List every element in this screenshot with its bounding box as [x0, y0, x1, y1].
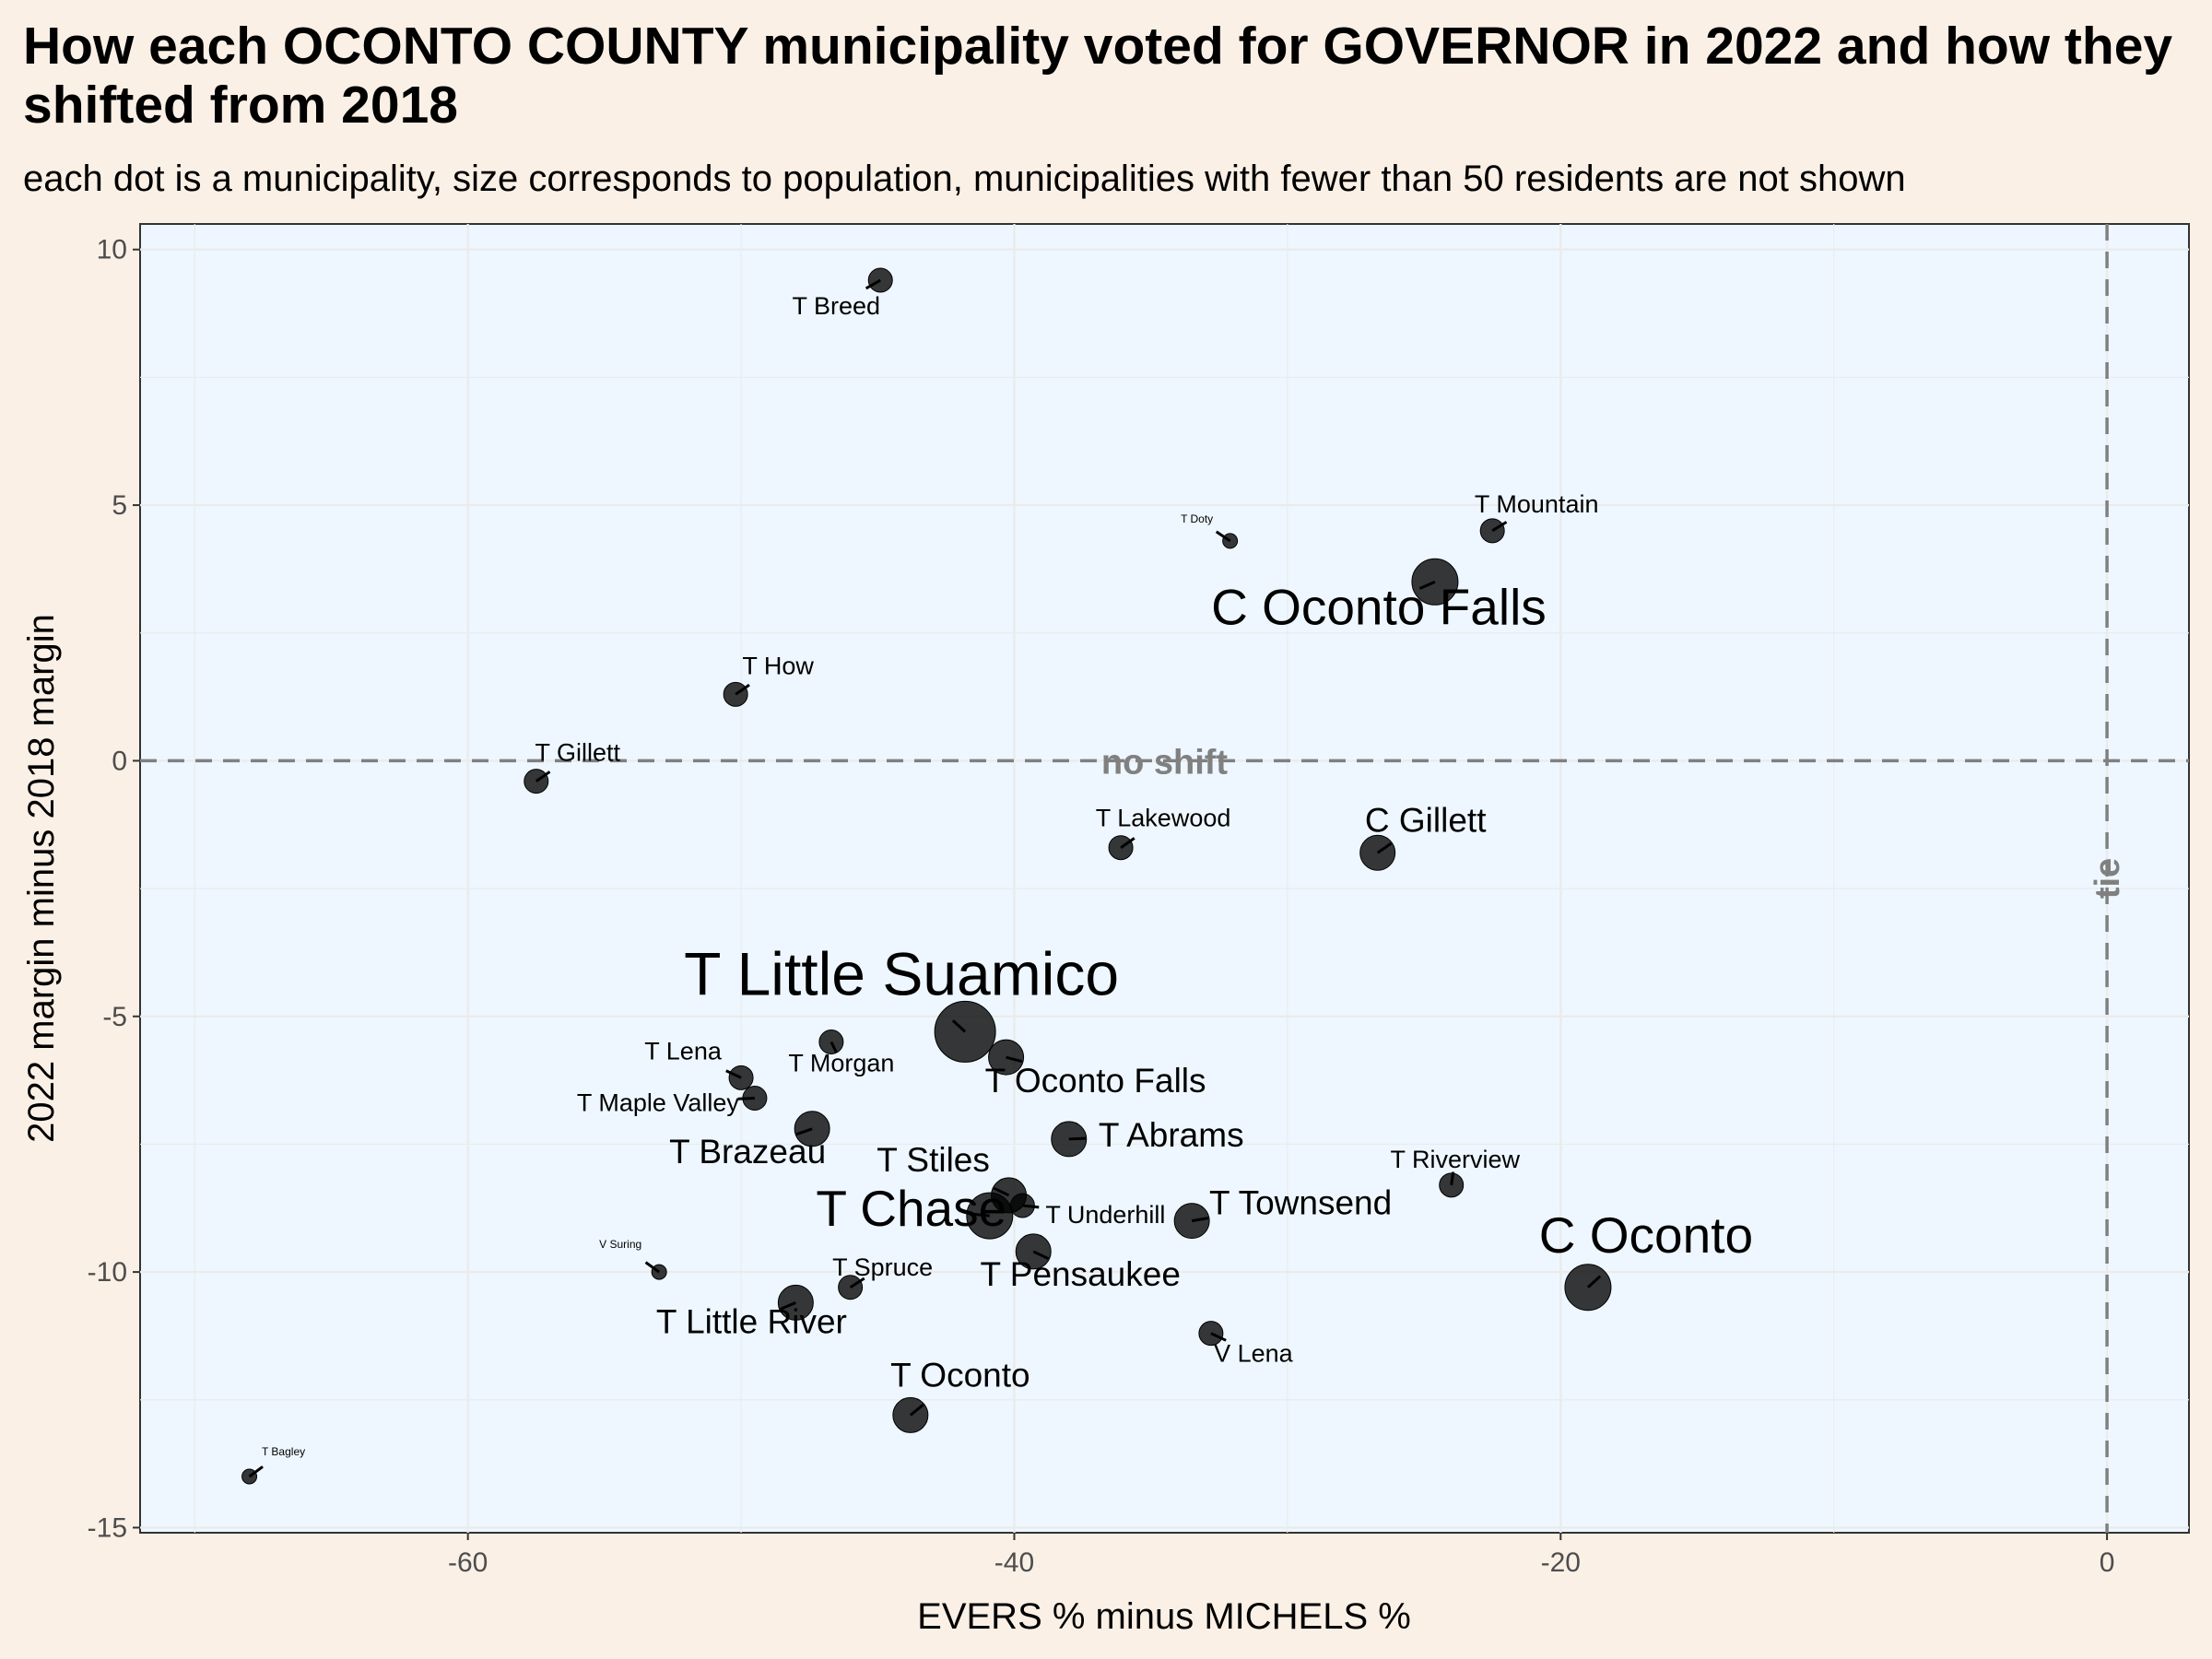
point-label: T Morgan: [788, 1050, 894, 1077]
y-tick-label: -10: [88, 1257, 127, 1288]
data-point: [651, 1264, 667, 1280]
y-axis-title: 2022 margin minus 2018 margin: [21, 614, 62, 1143]
gridlines: [140, 224, 2189, 1533]
data-point: [1051, 1121, 1088, 1158]
point-label: T Abrams: [1099, 1116, 1244, 1154]
data-point: [241, 1468, 258, 1485]
tie-label: tie: [2088, 858, 2127, 899]
data-point: [1009, 1193, 1035, 1218]
point-label: T Townsend: [1209, 1184, 1392, 1222]
point-label: T Brazeau: [669, 1133, 826, 1171]
data-point: [742, 1086, 768, 1112]
data-point: [1222, 533, 1239, 549]
data-point: [723, 681, 748, 707]
point-label: T How: [742, 652, 814, 679]
x-tick-label: -20: [1541, 1547, 1581, 1578]
point-label: T Chase: [816, 1180, 1006, 1237]
data-point: [1198, 1321, 1224, 1347]
data-point: [1411, 558, 1459, 606]
chart-subtitle: each dot is a municipality, size corresp…: [23, 159, 1906, 199]
point-label: T Underhill: [1045, 1201, 1165, 1229]
data-point: [867, 267, 893, 293]
point-label: T Riverview: [1390, 1146, 1520, 1173]
no-shift-label: no shift: [1101, 743, 1229, 782]
data-point: [934, 1000, 996, 1063]
point-label: T Gillett: [535, 739, 621, 767]
data-point: [1108, 835, 1134, 861]
data-point: [728, 1065, 754, 1090]
data-point: [1564, 1264, 1612, 1312]
x-tick-label: 0: [2100, 1547, 2115, 1578]
point-label: V Lena: [1214, 1340, 1294, 1368]
point-label: T Oconto Falls: [985, 1062, 1206, 1100]
point-label: C Oconto: [1539, 1206, 1753, 1264]
x-tick-label: -60: [448, 1547, 488, 1578]
data-point: [794, 1111, 830, 1147]
data-point: [892, 1396, 929, 1433]
y-tick-label: 10: [97, 235, 127, 265]
point-label: T Breed: [792, 292, 880, 320]
point-label: T Little River: [656, 1302, 847, 1340]
point-label: T Little Suamico: [684, 939, 1119, 1007]
chart-title: How each OCONTO COUNTY municipality vote…: [23, 17, 2173, 135]
plot-panel: [139, 223, 2190, 1534]
y-tick-label: -15: [88, 1512, 127, 1543]
point-label: T Lakewood: [1096, 805, 1231, 832]
point-label: T Lena: [644, 1037, 723, 1065]
point-labels: T Breed T Doty T Mountain C Oconto Falls T H…: [262, 292, 1753, 1458]
point-label: C Oconto Falls: [1211, 578, 1547, 635]
point-label: T Pensaukee: [981, 1255, 1181, 1293]
point-label: T Mountain: [1475, 490, 1599, 518]
data-points: [241, 267, 1612, 1485]
data-point: [818, 1030, 844, 1054]
point-label: T Maple Valley: [577, 1089, 740, 1117]
data-point: [777, 1284, 814, 1321]
point-label: T Doty: [1181, 512, 1213, 525]
data-point: [1173, 1203, 1210, 1240]
x-tick-label: -40: [994, 1547, 1034, 1578]
axis-ticks: -60 -40 -20 0 10 5 0 -5 -10 -15: [88, 235, 2115, 1578]
data-point: [1479, 518, 1505, 544]
data-point: [966, 1192, 1014, 1240]
data-point: [838, 1275, 864, 1300]
y-tick-label: -5: [102, 1002, 127, 1032]
point-label: T Oconto: [890, 1356, 1030, 1394]
reference-lines: no shift tie: [140, 224, 2189, 1533]
data-point: [1359, 834, 1396, 871]
data-point: [1439, 1172, 1465, 1198]
point-label: T Spruce: [832, 1253, 933, 1281]
point-label: V Suring: [599, 1238, 641, 1251]
point-label: T Bagley: [262, 1445, 305, 1458]
data-point: [1015, 1233, 1052, 1270]
y-tick-label: 5: [112, 490, 127, 521]
point-label: C Gillett: [1365, 801, 1487, 839]
point-label: T Stiles: [877, 1141, 990, 1179]
x-axis-title: EVERS % minus MICHELS %: [917, 1596, 1411, 1637]
data-point: [524, 769, 549, 794]
data-point: [988, 1039, 1025, 1076]
y-tick-label: 0: [112, 746, 127, 776]
